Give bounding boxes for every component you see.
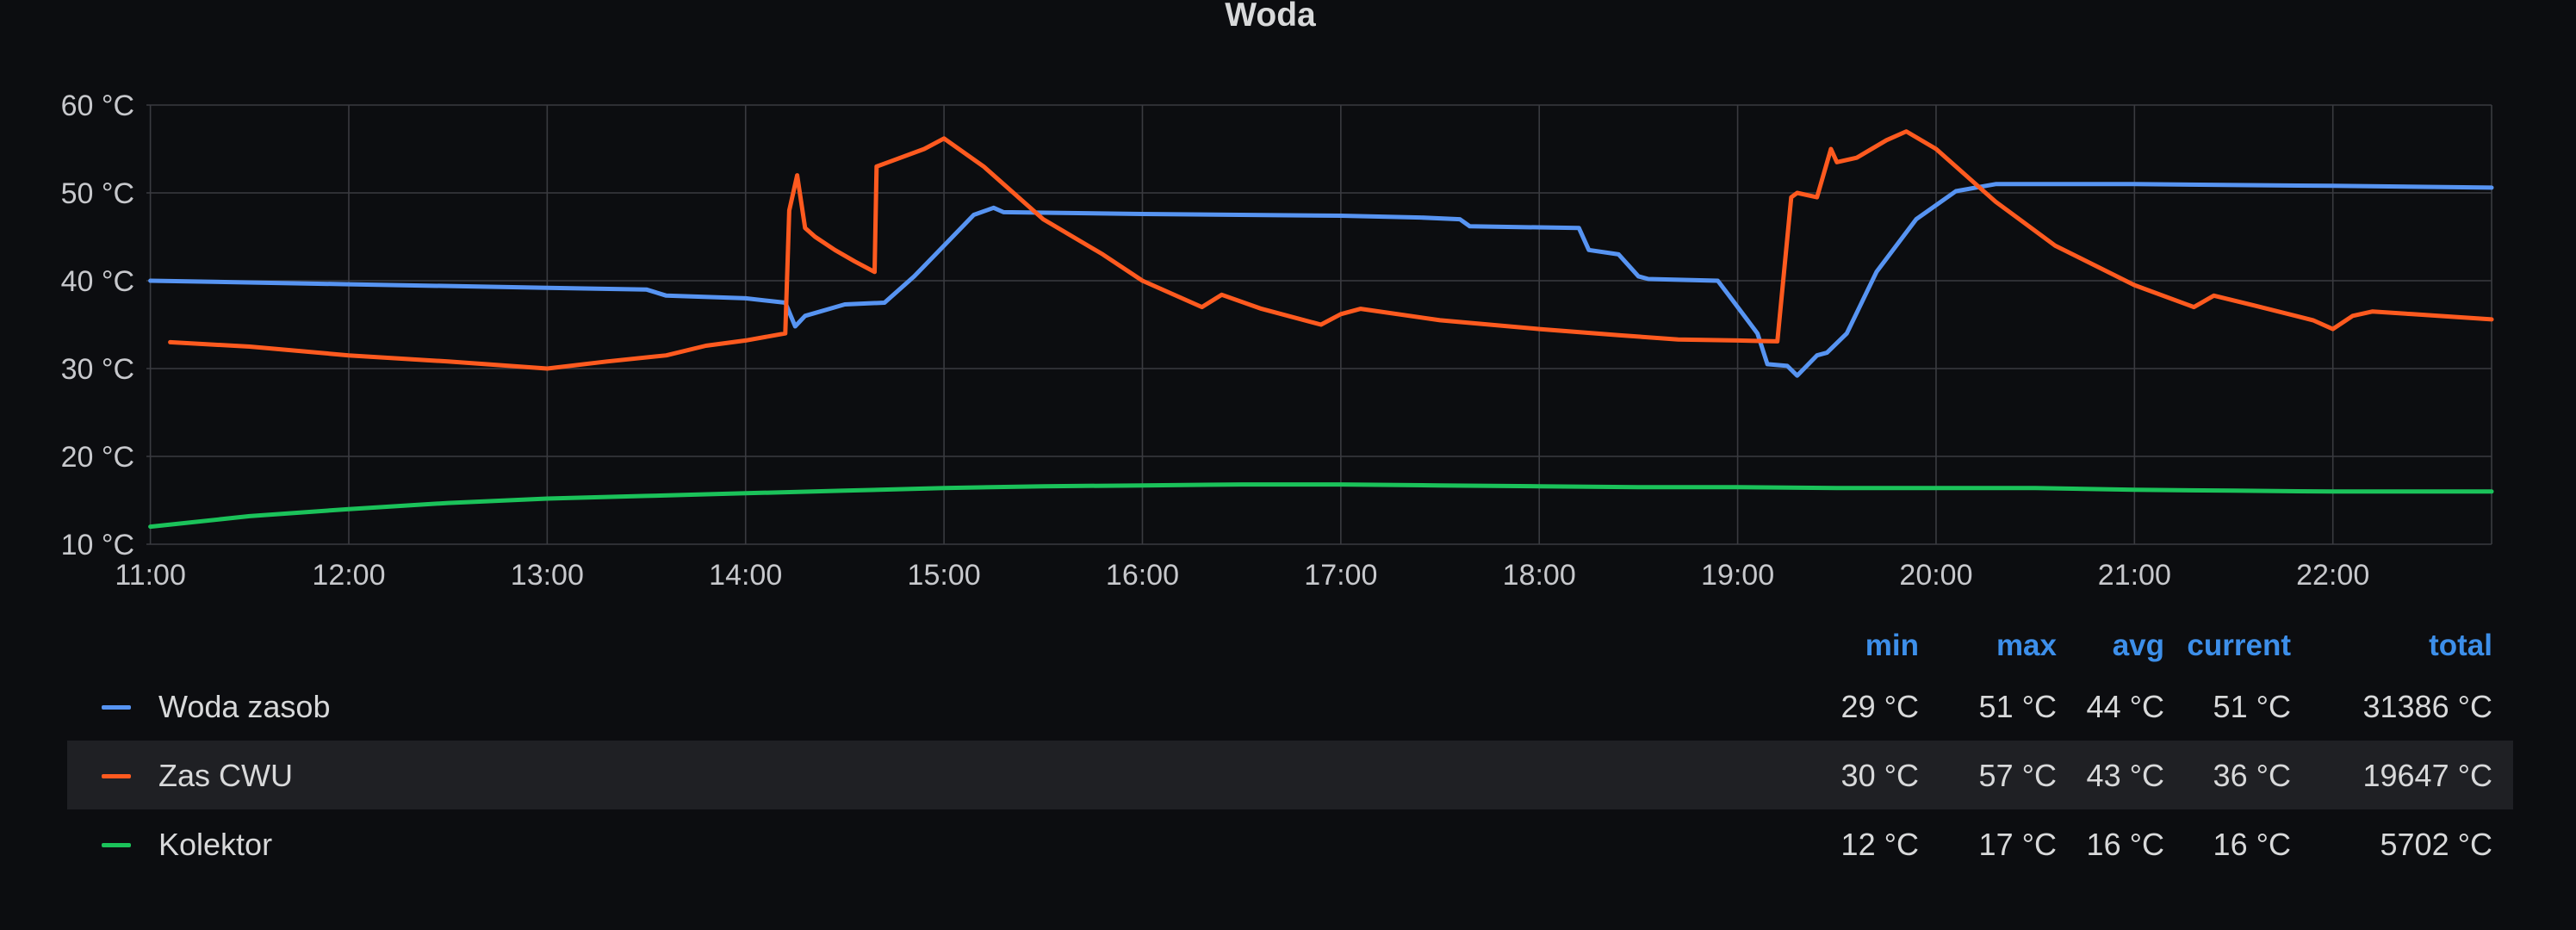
legend-value-total: 5702 °C	[2380, 827, 2492, 862]
legend-value-total: 19647 °C	[2362, 758, 2492, 793]
x-tick-label: 20:00	[1899, 559, 1972, 592]
legend-value-min: 30 °C	[1840, 758, 1919, 793]
legend-header-avg[interactable]: avg	[2112, 629, 2164, 662]
legend-header: min max avg current total	[67, 620, 2513, 672]
x-tick-label: 17:00	[1304, 559, 1377, 592]
x-tick-label: 13:00	[511, 559, 584, 592]
legend-value-max: 17 °C	[1978, 827, 2057, 862]
panel-title: Woda	[1225, 0, 1316, 34]
legend-header-min[interactable]: min	[1865, 629, 1919, 662]
legend-row-woda-zasob[interactable]: Woda zasob 29 °C 51 °C 44 °C 51 °C 31386…	[67, 672, 2513, 741]
legend-swatch[interactable]	[102, 774, 131, 778]
chart-svg: 10 °C 20 °C 30 °C 40 °C 50 °C 60 °C 11:00 12:00…	[61, 90, 2494, 592]
legend-row-zas-cwu[interactable]: Zas CWU 30 °C 57 °C 43 °C 36 °C 19647 °C	[67, 741, 2513, 809]
legend-value-max: 57 °C	[1978, 758, 2057, 793]
y-tick-label: 40 °C	[61, 265, 134, 298]
x-tick-label: 12:00	[312, 559, 385, 592]
x-tick-label: 14:00	[709, 559, 782, 592]
y-tick-label: 10 °C	[61, 529, 134, 561]
series-line-woda-zasob[interactable]	[148, 182, 2494, 378]
legend-value-avg: 44 °C	[2086, 689, 2164, 724]
x-tick-label: 11:00	[115, 559, 186, 592]
legend-value-total: 31386 °C	[2362, 689, 2492, 724]
axes: 10 °C 20 °C 30 °C 40 °C 50 °C 60 °C 11:00 12:00…	[61, 90, 2370, 592]
legend-series-name[interactable]: Zas CWU	[158, 758, 293, 793]
x-tick-label: 19:00	[1701, 559, 1774, 592]
legend-header-max[interactable]: max	[1996, 629, 2057, 662]
legend-row-kolektor[interactable]: Kolektor 12 °C 17 °C 16 °C 16 °C 5702 °C	[67, 809, 2513, 878]
legend-header-current[interactable]: current	[2187, 629, 2291, 662]
x-tick-label: 18:00	[1503, 559, 1576, 592]
legend-value-avg: 43 °C	[2086, 758, 2164, 793]
series-line-kolektor[interactable]	[148, 482, 2494, 530]
legend-swatch[interactable]	[102, 843, 131, 847]
x-tick-label: 15:00	[908, 559, 981, 592]
legend-value-current: 16 °C	[2213, 827, 2291, 862]
x-tick-label: 21:00	[2098, 559, 2171, 592]
y-tick-label: 60 °C	[61, 90, 134, 122]
legend-series-name[interactable]: Kolektor	[158, 827, 273, 862]
x-tick-label: 22:00	[2296, 559, 2369, 592]
legend-table: min max avg current total Woda zasob 29 …	[67, 620, 2513, 878]
legend-header-total[interactable]: total	[2429, 629, 2492, 662]
legend-value-current: 51 °C	[2213, 689, 2291, 724]
x-tick-label: 16:00	[1106, 559, 1179, 592]
legend-value-min: 12 °C	[1840, 827, 1919, 862]
legend-swatch[interactable]	[102, 705, 131, 710]
legend-value-current: 36 °C	[2213, 758, 2291, 793]
legend-series-name[interactable]: Woda zasob	[158, 689, 331, 724]
series-layer	[148, 129, 2494, 530]
y-tick-label: 20 °C	[61, 441, 134, 474]
legend-value-min: 29 °C	[1840, 689, 1919, 724]
legend-value-avg: 16 °C	[2086, 827, 2164, 862]
legend-value-max: 51 °C	[1978, 689, 2057, 724]
series-line-zas-cwu[interactable]	[168, 129, 2494, 371]
y-tick-label: 50 °C	[61, 177, 134, 210]
y-tick-label: 30 °C	[61, 353, 134, 386]
